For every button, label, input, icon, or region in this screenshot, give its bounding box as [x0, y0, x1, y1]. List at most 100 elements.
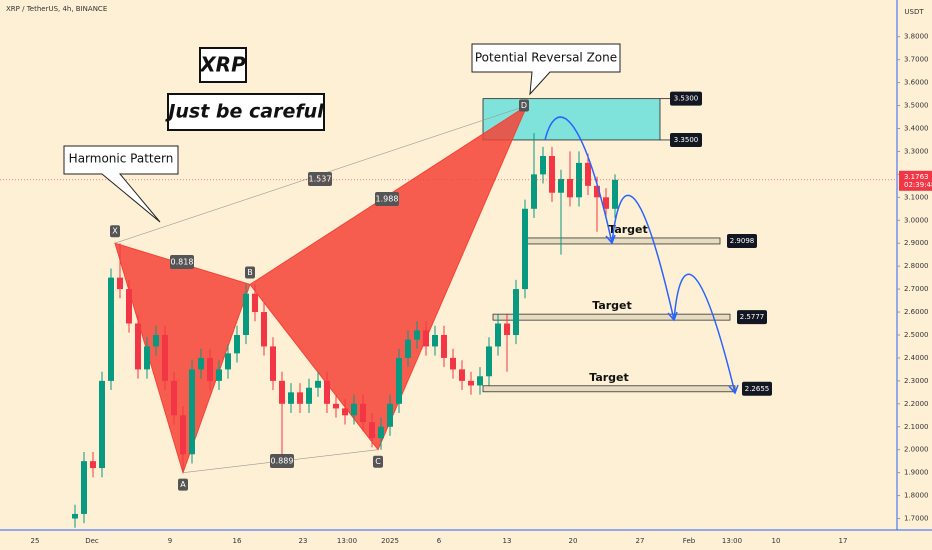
current-price: 3.1763 [904, 173, 929, 181]
candle-body [189, 369, 195, 455]
candle-body [531, 174, 537, 209]
y-tick-label: 2.3000 [904, 377, 929, 385]
candle-body [450, 357, 456, 370]
ratio-label: 0.818 [171, 258, 194, 267]
candle-body [405, 339, 411, 358]
x-tick-label: 20 [569, 537, 578, 545]
ratio-label: 0.889 [271, 457, 294, 466]
candle-body [414, 330, 420, 340]
y-tick-label: 2.9000 [904, 239, 929, 247]
projection-arrow [544, 116, 613, 244]
candle-body [369, 422, 375, 439]
ratio-label: 1.537 [309, 175, 332, 184]
candle-body [396, 357, 402, 404]
candle-body [144, 346, 150, 370]
candle-body [162, 334, 168, 381]
candle-body [72, 513, 78, 519]
price-label-box [727, 233, 757, 248]
point-label-box [178, 478, 188, 491]
x-tick-label: 13 [503, 537, 512, 545]
y-tick-label: 3.1000 [904, 193, 929, 201]
x-tick-label: 13:00 [337, 537, 357, 545]
x-tick-label: Dec [85, 537, 99, 545]
price-label: 2.9098 [730, 237, 755, 245]
x-tick-label: 16 [233, 537, 242, 545]
point-label: B [247, 268, 253, 277]
y-tick-label: 3.3000 [904, 147, 929, 155]
y-tick-label: 3.0000 [904, 216, 929, 224]
candle-body [513, 289, 519, 335]
price-label: 2.2655 [745, 385, 770, 393]
arrow-head [667, 311, 678, 322]
countdown: 02:39:48 [904, 181, 932, 189]
candle-body [279, 380, 285, 404]
y-tick-label: 2.7000 [904, 285, 929, 293]
candle-body [594, 185, 600, 198]
candle-body [153, 334, 159, 347]
x-tick-label: 2025 [381, 537, 399, 545]
candle-body [612, 179, 618, 209]
y-tick-label: 2.2000 [904, 400, 929, 408]
candle-body [333, 403, 339, 409]
y-tick-label: 3.6000 [904, 79, 929, 87]
target-zone [482, 385, 736, 393]
y-tick-label: 2.4000 [904, 354, 929, 362]
projection-arrow [673, 273, 736, 394]
y-tick-label: 2.1000 [904, 423, 929, 431]
candle-body [198, 357, 204, 370]
price-label-box [737, 310, 767, 325]
target-zone [524, 237, 721, 245]
candle-body [135, 323, 141, 370]
zone-title: Potential Reversal Zone [475, 51, 617, 65]
candle-body [585, 162, 591, 186]
ratio-box [308, 172, 332, 186]
candle-body [558, 178, 564, 193]
candle-body [243, 293, 249, 335]
point-label-box [519, 99, 529, 112]
x-tick-label: 9 [168, 537, 172, 545]
candle-body [99, 380, 105, 469]
ratio-box [170, 255, 194, 269]
x-tick-label: 17 [839, 537, 848, 545]
x-tick-label: 10 [772, 537, 781, 545]
candle-body [234, 334, 240, 354]
candle-body [216, 369, 222, 381]
y-tick-label: 3.8000 [904, 33, 929, 41]
y-tick-label: 2.0000 [904, 446, 929, 454]
note-box [199, 47, 247, 83]
arrow-head [728, 384, 739, 395]
candle-body [486, 346, 492, 377]
price-label: 2.5777 [740, 313, 765, 321]
y-tick-label: 2.6000 [904, 308, 929, 316]
candle-body [207, 357, 213, 381]
y-tick-label: 2.5000 [904, 331, 929, 339]
y-tick-label: 1.8000 [904, 492, 929, 500]
ratio-box [375, 192, 399, 206]
candle-body [567, 178, 573, 198]
price-label-box [670, 91, 702, 106]
current-price-box [899, 170, 932, 191]
x-tick-label: 6 [437, 537, 442, 545]
candle-body [126, 289, 132, 324]
point-label-box [245, 266, 255, 279]
x-tick-label: 13:00 [722, 537, 742, 545]
candle-body [117, 277, 123, 290]
point-label: D [521, 101, 527, 110]
target-label: Target [589, 371, 629, 384]
target-label: Target [592, 299, 632, 312]
candle-body [495, 323, 501, 347]
candle-body [171, 380, 177, 416]
x-tick-label: 23 [299, 537, 308, 545]
candle-body [378, 426, 384, 439]
candle-body [387, 403, 393, 427]
candle-body [603, 197, 609, 209]
candle-body [522, 208, 528, 290]
candle-body [270, 346, 276, 381]
y-tick-label: 1.7000 [904, 515, 929, 523]
y-tick-label: 1.9000 [904, 469, 929, 477]
arrow-head [605, 234, 616, 245]
candle-body [432, 334, 438, 347]
candle-body [459, 369, 465, 381]
zone-callout: Potential Reversal Zone [471, 43, 621, 96]
